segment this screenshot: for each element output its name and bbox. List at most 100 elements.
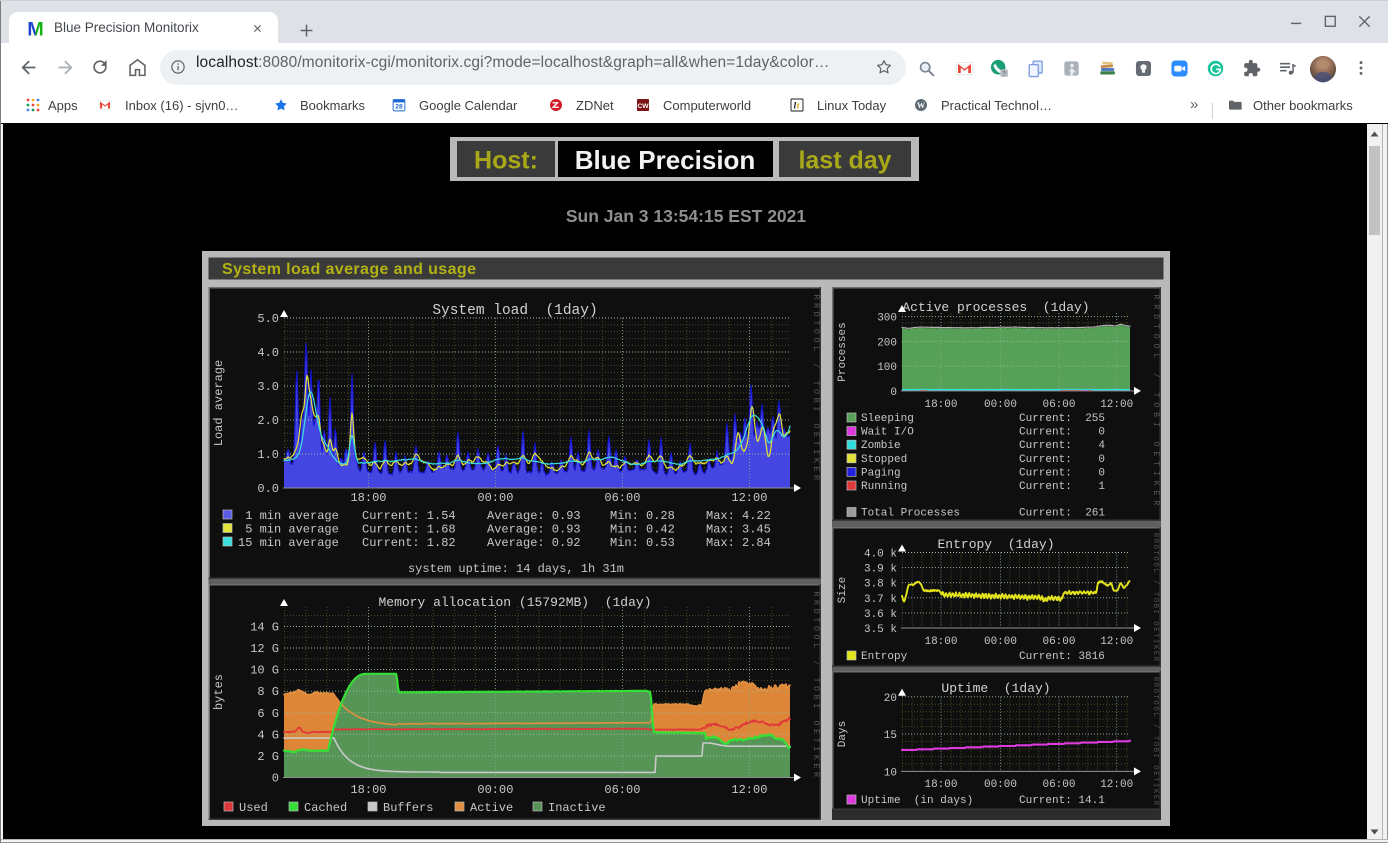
svg-text:T: T (1151, 592, 1159, 597)
svg-text:System load average and usage: System load average and usage (222, 261, 476, 278)
svg-text:Size: Size (837, 577, 849, 603)
svg-text:K: K (1151, 481, 1160, 486)
svg-text:I: I (1151, 754, 1159, 758)
svg-text:3.0: 3.0 (257, 380, 279, 394)
svg-text:/: / (1151, 580, 1159, 584)
svg-text:Current:: Current: (1019, 440, 1072, 452)
svg-text:I: I (811, 703, 821, 708)
svg-text:R: R (811, 475, 821, 480)
svg-text:Blue Precision: Blue Precision (575, 145, 756, 175)
svg-text:L: L (811, 346, 821, 351)
svg-text:Current: 1.82: Current: 1.82 (362, 536, 456, 550)
svg-text:B: B (1151, 604, 1159, 609)
svg-text:Min: 0.28: Min: 0.28 (610, 509, 675, 523)
svg-text:R: R (1151, 295, 1160, 300)
svg-text:15 min average: 15 min average (238, 536, 339, 550)
svg-text:T: T (1151, 551, 1159, 556)
svg-text:Zombie: Zombie (861, 440, 901, 452)
svg-text:3.7 k: 3.7 k (864, 594, 897, 606)
svg-text:E: E (1151, 491, 1160, 496)
svg-text:4: 4 (1098, 440, 1105, 452)
svg-text:06:00: 06:00 (604, 491, 640, 505)
svg-text:Current: 14.1: Current: 14.1 (1019, 795, 1105, 807)
svg-text:Current:: Current: (1019, 467, 1072, 479)
svg-text:Running: Running (861, 481, 907, 493)
svg-text:K: K (1151, 789, 1159, 794)
svg-text:6 G: 6 G (257, 707, 279, 721)
svg-text:00:00: 00:00 (984, 399, 1017, 411)
svg-text:0: 0 (890, 387, 897, 399)
svg-text:R: R (1151, 500, 1160, 505)
svg-text:R: R (811, 303, 821, 308)
svg-text:Current:: Current: (1019, 454, 1072, 466)
svg-text:5.0: 5.0 (257, 312, 279, 326)
svg-text:O: O (811, 337, 821, 342)
svg-text:Average: 0.92: Average: 0.92 (487, 536, 581, 550)
svg-text:Current:: Current: (1019, 508, 1072, 520)
svg-text:O: O (1151, 706, 1159, 710)
svg-text:255: 255 (1085, 413, 1105, 425)
svg-text:/: / (811, 660, 821, 665)
svg-text:O: O (811, 329, 821, 334)
svg-text:R: R (1151, 539, 1159, 544)
svg-text:Current: 1.54: Current: 1.54 (362, 509, 456, 523)
svg-text:O: O (1151, 562, 1159, 566)
svg-text:T: T (811, 738, 821, 743)
svg-text:O: O (811, 626, 821, 631)
svg-text:Max: 4.22: Max: 4.22 (706, 509, 771, 523)
svg-text:0: 0 (1098, 427, 1105, 439)
svg-text:T: T (811, 677, 821, 682)
svg-text:300: 300 (877, 313, 897, 325)
svg-text:Load average: Load average (212, 360, 226, 446)
svg-text:B: B (811, 695, 821, 700)
svg-text:L: L (1151, 353, 1160, 358)
svg-text:E: E (1151, 795, 1159, 799)
svg-text:last day: last day (798, 147, 891, 175)
svg-text:E: E (1151, 651, 1159, 655)
svg-text:3.9 k: 3.9 k (864, 564, 897, 576)
svg-text:Cached: Cached (304, 801, 347, 815)
svg-text:18:00: 18:00 (350, 491, 386, 505)
svg-text:Days: Days (837, 721, 849, 747)
svg-text:Active processes (1day): Active processes (1day) (902, 300, 1089, 315)
svg-text:10: 10 (884, 767, 897, 779)
svg-text:I: I (1151, 783, 1159, 787)
svg-text:O: O (1151, 442, 1160, 447)
svg-text:2.0: 2.0 (257, 414, 279, 428)
svg-text:T: T (1151, 736, 1159, 741)
svg-text:D: D (811, 312, 821, 317)
svg-text:Entropy: Entropy (861, 651, 908, 663)
svg-text:O: O (1151, 700, 1159, 704)
svg-text:06:00: 06:00 (1042, 399, 1075, 411)
svg-text:D: D (811, 609, 821, 614)
svg-text:0: 0 (1098, 467, 1105, 479)
svg-text:Wait I/O: Wait I/O (861, 427, 914, 439)
svg-text:4 G: 4 G (257, 728, 279, 742)
svg-text:14 G: 14 G (250, 620, 279, 634)
svg-text:E: E (1151, 627, 1159, 631)
svg-text:06:00: 06:00 (1042, 779, 1075, 791)
svg-text:10 G: 10 G (250, 664, 279, 678)
svg-text:D: D (1151, 314, 1160, 319)
svg-text:E: E (811, 432, 821, 437)
svg-text:Total Processes: Total Processes (861, 508, 960, 520)
svg-text:00:00: 00:00 (984, 779, 1017, 791)
svg-text:Memory allocation (15792MB) (: Memory allocation (15792MB) (1day) (378, 595, 651, 610)
svg-text:15: 15 (884, 730, 897, 742)
svg-text:K: K (1151, 645, 1159, 650)
svg-text:R: R (811, 600, 821, 605)
svg-text:bytes: bytes (212, 674, 226, 710)
svg-text:L: L (1151, 712, 1159, 716)
svg-text:R: R (811, 294, 821, 299)
svg-text:12:00: 12:00 (1100, 636, 1133, 648)
svg-text:T: T (1151, 777, 1159, 782)
svg-text:0: 0 (272, 772, 279, 786)
svg-text:18:00: 18:00 (924, 399, 957, 411)
svg-text:3.5 k: 3.5 k (864, 624, 897, 636)
svg-text:Active: Active (470, 801, 513, 815)
svg-text:18:00: 18:00 (924, 779, 957, 791)
svg-text:3.6 k: 3.6 k (864, 609, 897, 621)
svg-text:Max: 3.45: Max: 3.45 (706, 523, 771, 537)
svg-text:CW: CW (637, 103, 649, 110)
svg-text:2 G: 2 G (257, 750, 279, 764)
